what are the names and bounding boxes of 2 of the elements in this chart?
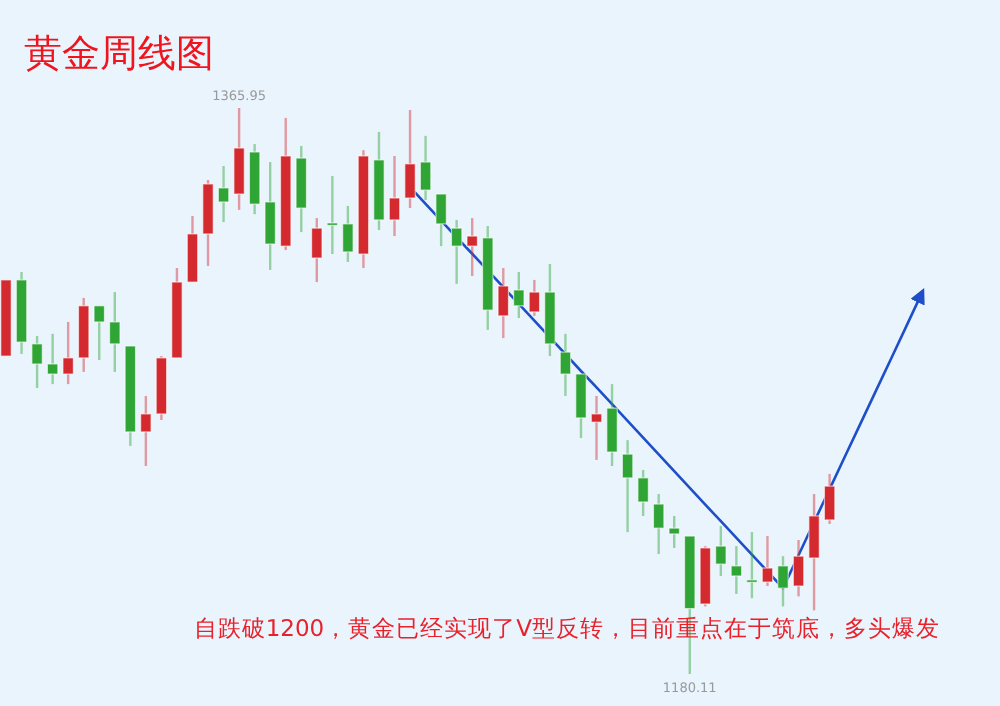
annotation: 自跌破1200，黄金已经实现了V型反转，目前重点在于筑底，多头爆发 bbox=[193, 614, 940, 642]
chart-title: 黄金周线图 bbox=[24, 32, 214, 76]
